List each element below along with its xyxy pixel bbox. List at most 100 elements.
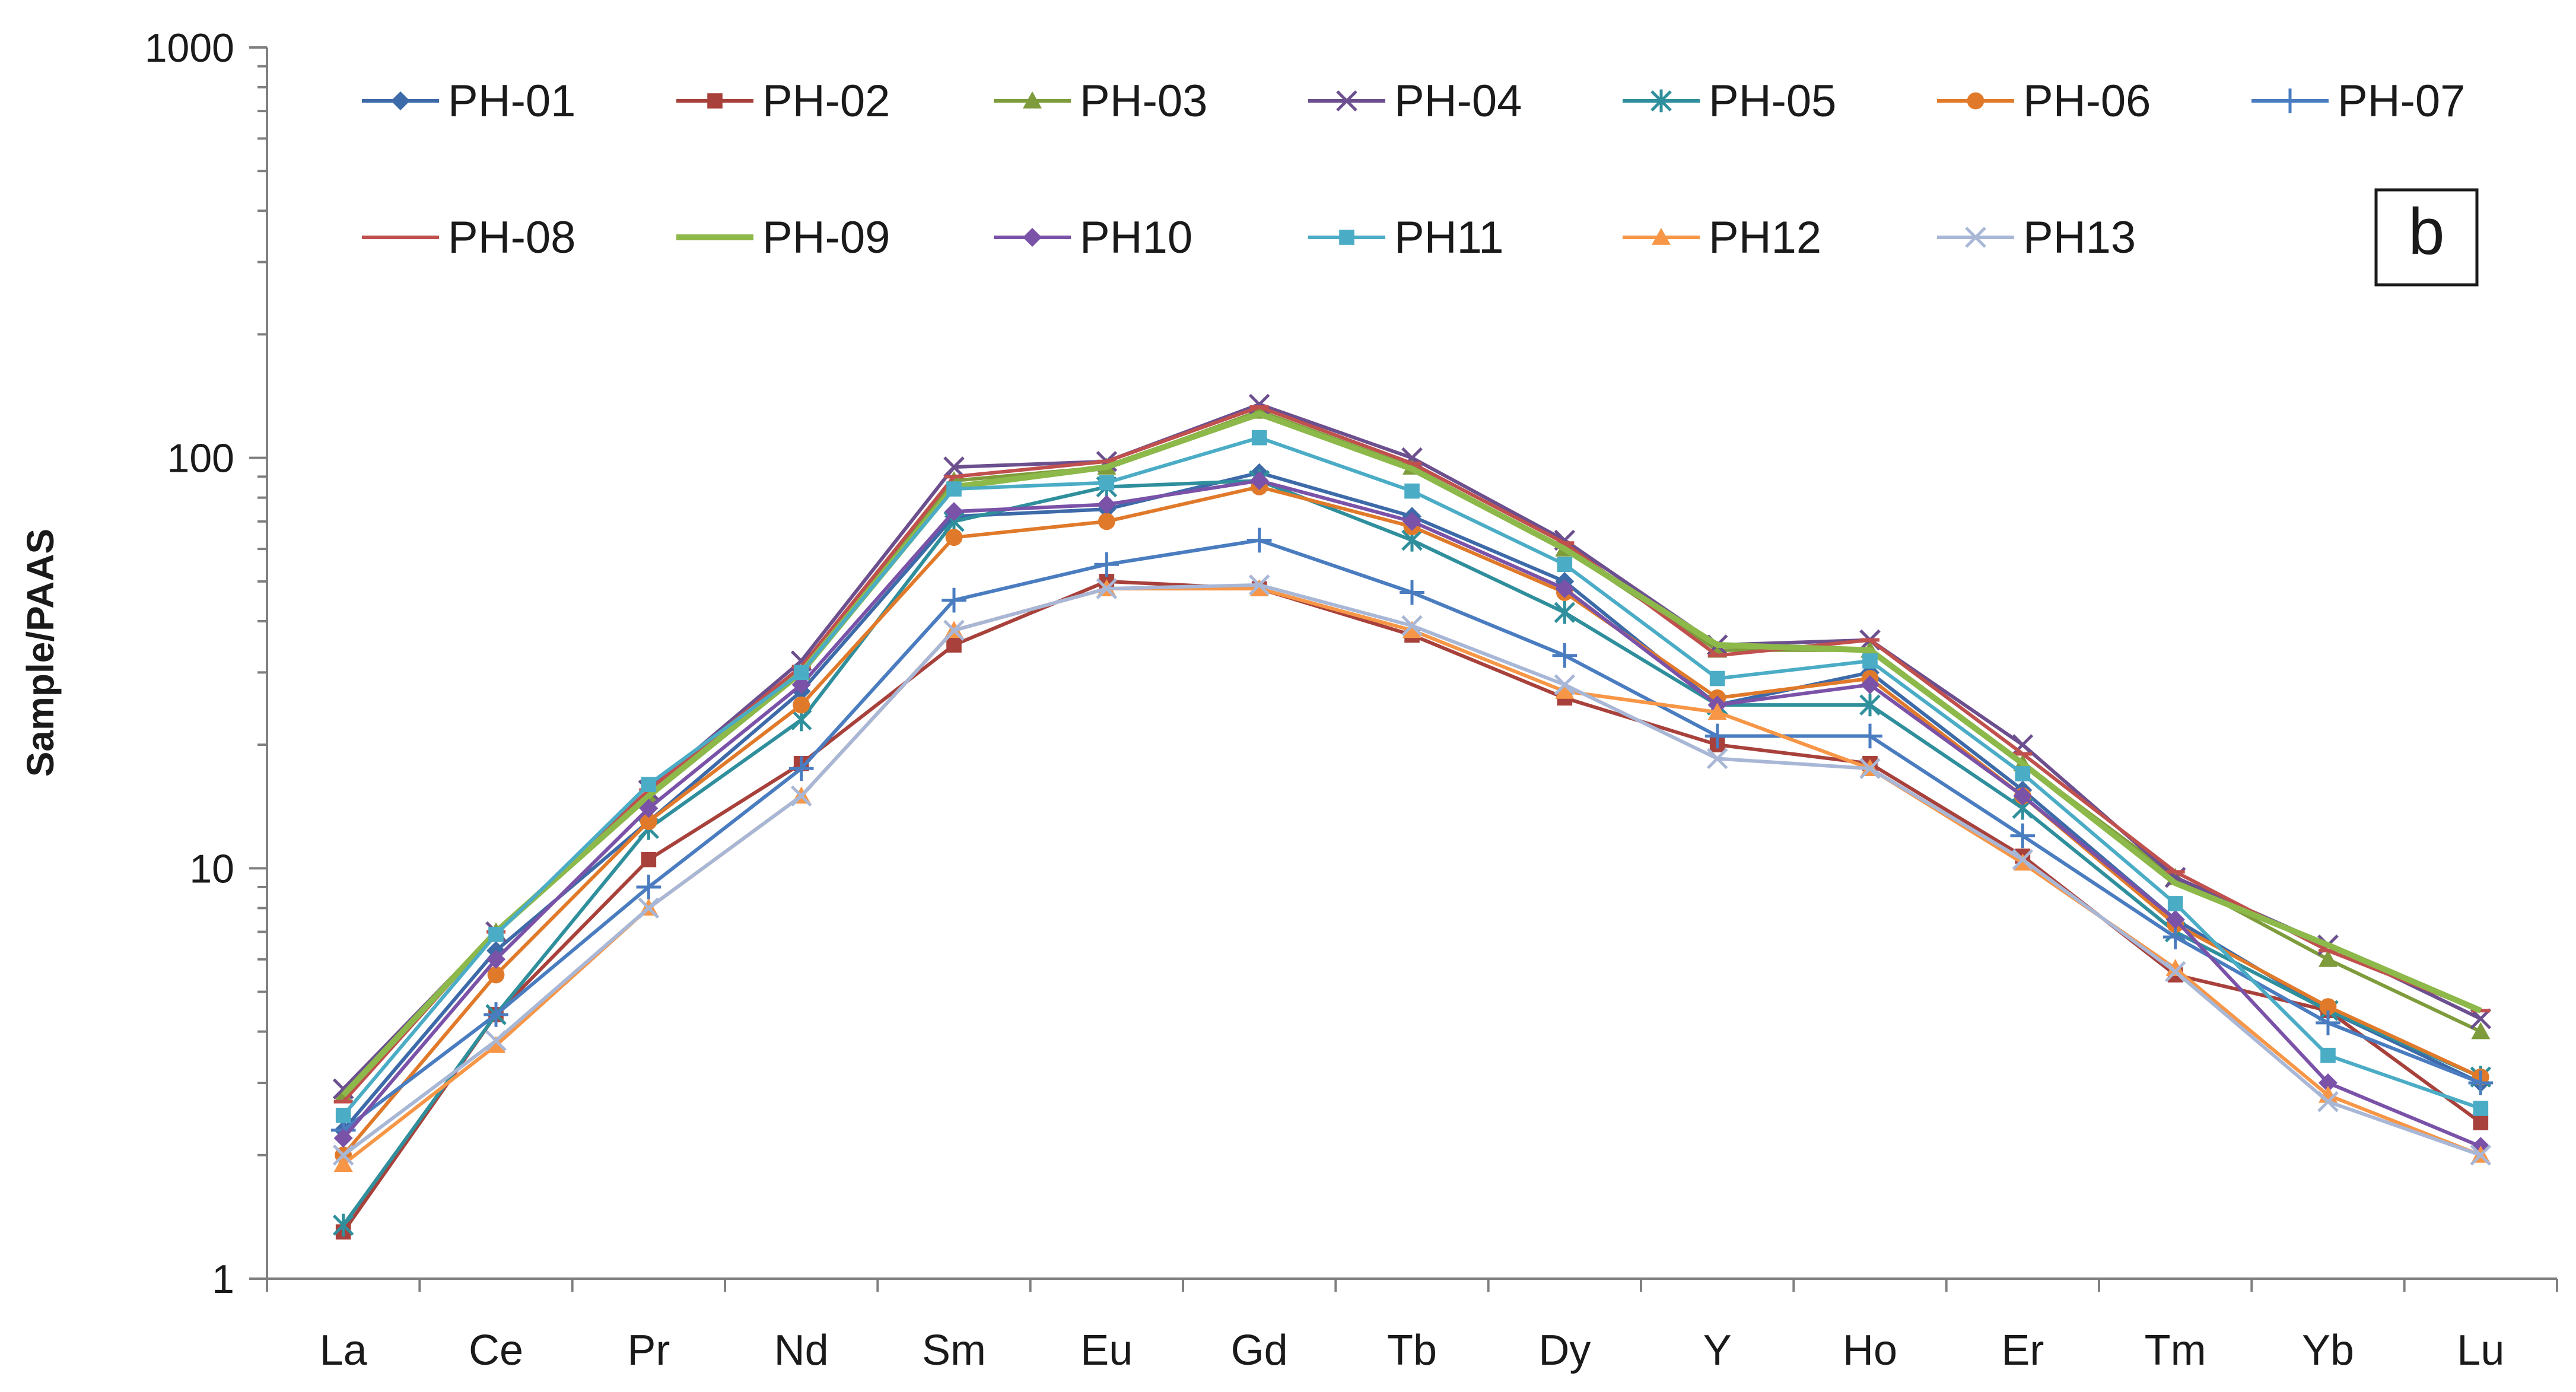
- legend-label: PH-07: [2338, 76, 2465, 126]
- data-point-marker: [793, 665, 809, 681]
- y-minor-ticks: [257, 65, 267, 1156]
- data-point-marker: [636, 875, 662, 900]
- data-point-marker: [485, 1030, 507, 1051]
- data-point-marker: [2167, 896, 2183, 911]
- series-PH13: [332, 574, 2492, 1166]
- data-point-marker: [1249, 471, 1269, 491]
- data-point-marker: [2278, 88, 2303, 113]
- x-tick-label: Y: [1703, 1327, 1732, 1374]
- data-point-marker: [944, 502, 963, 522]
- data-point-marker: [1650, 89, 1672, 113]
- legend-item: PH-03: [994, 76, 1207, 126]
- data-point-marker: [945, 529, 963, 546]
- x-ticks: La Ce Pr Nd Sm Eu Gd Tb Dy Y Ho Er Tm Yb Lu: [266, 1279, 2558, 1374]
- data-point-marker: [2319, 949, 2338, 967]
- x-tick-label: Eu: [1080, 1327, 1133, 1374]
- data-point-marker: [1965, 227, 1986, 248]
- data-point-marker: [1096, 578, 1118, 599]
- x-tick-label: Nd: [774, 1327, 829, 1374]
- y-axis-title: Sample/PAAS: [19, 529, 62, 777]
- legend-item: PH-01: [362, 76, 575, 126]
- legend-label: PH-01: [448, 76, 575, 126]
- data-point-marker: [2164, 961, 2186, 983]
- y-tick-label: 1000: [145, 26, 234, 71]
- legend-label: PH-03: [1080, 76, 1207, 126]
- data-point-marker: [1097, 495, 1117, 514]
- data-point-marker: [1555, 579, 1575, 599]
- data-point-marker: [943, 456, 965, 478]
- data-point-marker: [2470, 1145, 2492, 1166]
- data-point-marker: [2010, 823, 2036, 848]
- legend-item: PH-02: [676, 76, 890, 126]
- data-point-marker: [1246, 527, 1272, 553]
- data-point-marker: [1251, 430, 1267, 446]
- data-point-marker: [1859, 693, 1881, 717]
- legend-item: PH13: [1937, 212, 2136, 263]
- data-point-marker: [1336, 90, 1357, 112]
- data-point-marker: [2317, 1091, 2339, 1113]
- data-point-marker: [2012, 848, 2034, 870]
- data-point-marker: [2473, 1115, 2489, 1130]
- data-point-marker: [1023, 228, 1042, 247]
- legend-label: PH11: [1394, 212, 1503, 263]
- legend-item: PH-09: [676, 212, 890, 263]
- data-point-marker: [639, 799, 659, 818]
- data-point-marker: [788, 756, 814, 781]
- x-tick-label: La: [320, 1327, 368, 1374]
- data-point-marker: [1401, 615, 1423, 637]
- data-point-marker: [1403, 511, 1421, 531]
- legend-label: PH13: [2023, 212, 2136, 263]
- series-line: [341, 411, 2482, 1098]
- data-point-marker: [333, 1155, 353, 1172]
- data-point-marker: [2319, 1073, 2338, 1092]
- data-point-marker: [640, 813, 657, 830]
- legend-item: PH-07: [2251, 76, 2465, 126]
- data-point-marker: [486, 949, 505, 969]
- data-point-marker: [638, 897, 660, 919]
- data-point-marker: [1249, 579, 1269, 596]
- data-point-marker: [335, 1107, 351, 1123]
- data-point-marker: [1403, 621, 1421, 638]
- series-PH11: [335, 430, 2489, 1123]
- data-point-marker: [333, 1129, 353, 1148]
- legend-label: PH-04: [1394, 76, 1522, 126]
- data-point-marker: [2165, 959, 2185, 976]
- legend-label: PH-02: [762, 76, 890, 126]
- data-point-marker: [946, 637, 962, 653]
- data-point-marker: [1555, 681, 1575, 699]
- legend-label: PH12: [1709, 212, 1821, 263]
- data-point-marker: [707, 93, 723, 109]
- data-point-marker: [1554, 601, 1576, 624]
- data-point-marker: [1858, 723, 1882, 749]
- y-tick-label: 100: [167, 436, 234, 481]
- panel-label-box: b: [2374, 188, 2479, 287]
- data-point-marker: [943, 619, 965, 641]
- legend-item: PH12: [1623, 212, 1821, 263]
- data-point-marker: [1706, 748, 1728, 770]
- data-point-marker: [793, 696, 810, 714]
- y-tick-label: 1: [212, 1257, 234, 1302]
- x-tick-label: Tb: [1387, 1327, 1437, 1374]
- data-point-marker: [2015, 766, 2031, 781]
- data-point-marker: [1023, 91, 1042, 109]
- data-point-marker: [488, 926, 504, 942]
- data-point-marker: [487, 966, 505, 984]
- data-point-marker: [2471, 1022, 2491, 1040]
- data-point-marker: [1859, 758, 1881, 779]
- panel-label: b: [2408, 195, 2444, 268]
- data-point-marker: [1704, 723, 1730, 749]
- data-point-marker: [1557, 557, 1573, 573]
- legend-item: PH-04: [1308, 76, 1522, 126]
- data-point-marker: [332, 1145, 354, 1166]
- data-point-marker: [1709, 670, 1725, 687]
- x-tick-label: Pr: [627, 1327, 670, 1374]
- data-point-marker: [641, 851, 657, 867]
- data-point-marker: [391, 91, 410, 110]
- series-PH10: [333, 471, 2491, 1156]
- series-PH-09: [341, 411, 2482, 1098]
- legend-item: PH-06: [1937, 76, 2151, 126]
- data-point-marker: [1094, 552, 1120, 577]
- data-point-marker: [1707, 703, 1727, 720]
